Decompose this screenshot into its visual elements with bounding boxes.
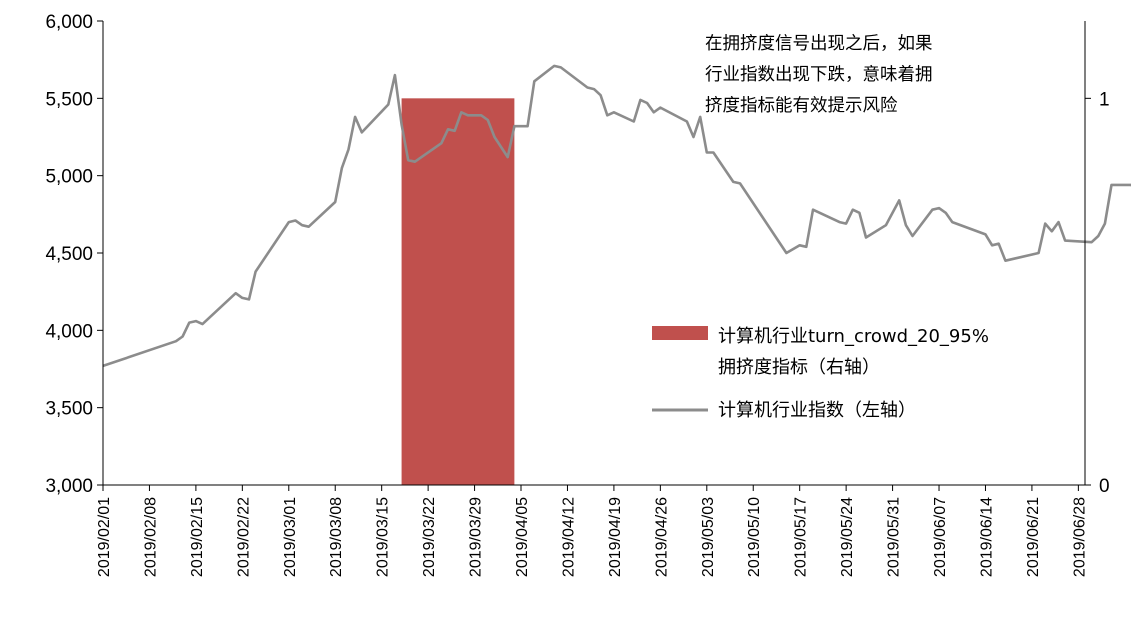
left-tick-label: 4,000 <box>45 321 93 342</box>
x-tick-label: 2019/02/22 <box>235 497 252 577</box>
legend: 计算机行业turn_crowd_20_95% 拥挤度指标（右轴） 计算机行业指数… <box>652 326 989 421</box>
left-tick-label: 3,000 <box>45 476 93 497</box>
x-tick-label: 2019/04/26 <box>653 497 670 577</box>
annotation-line-1: 在拥挤度信号出现之后，如果 <box>705 34 933 54</box>
x-tick-label: 2019/03/08 <box>328 497 345 577</box>
x-tick-label: 2019/05/24 <box>839 497 856 577</box>
x-tick-label: 2019/05/31 <box>886 497 903 577</box>
x-tick-label: 2019/04/19 <box>607 497 624 577</box>
right-tick-label: 0 <box>1099 476 1110 497</box>
x-tick-label: 2019/05/17 <box>793 497 810 577</box>
legend-bar-label-1: 计算机行业turn_crowd_20_95% <box>718 326 989 347</box>
x-tick-label: 2019/05/10 <box>746 497 763 577</box>
x-tick-label: 2019/03/29 <box>468 497 485 577</box>
bar-series <box>401 98 515 485</box>
line-computer-industry-index <box>102 64 1131 368</box>
x-tick-label: 2019/02/01 <box>96 497 113 577</box>
left-tick-label: 5,000 <box>45 167 93 188</box>
bar-crowding-signal <box>401 98 515 485</box>
x-tick-label: 2019/06/21 <box>1025 497 1042 577</box>
x-tick-label: 2019/05/03 <box>700 497 717 577</box>
legend-bar-label-2: 拥挤度指标（右轴） <box>718 357 880 378</box>
right-tick-label: 1 <box>1099 89 1110 110</box>
line-series <box>102 64 1131 368</box>
x-tick-label: 2019/04/12 <box>561 497 578 577</box>
x-tick-label: 2019/03/15 <box>375 497 392 577</box>
annotation: 在拥挤度信号出现之后，如果 行业指数出现下跌，意味着拥 挤度指标能有效提示风险 <box>705 34 933 116</box>
left-tick-label: 5,500 <box>45 89 93 110</box>
x-tick-label: 2019/04/05 <box>514 497 531 577</box>
x-tick-label: 2019/03/01 <box>282 497 299 577</box>
x-tick-label: 2019/06/14 <box>979 497 996 577</box>
left-tick-label: 4,500 <box>45 244 93 265</box>
legend-bar-swatch <box>652 326 708 340</box>
x-tick-label: 2019/02/08 <box>142 497 159 577</box>
annotation-line-3: 挤度指标能有效提示风险 <box>705 96 898 116</box>
legend-line-label: 计算机行业指数（左轴） <box>718 400 916 421</box>
annotation-line-2: 行业指数出现下跌，意味着拥 <box>705 65 933 85</box>
axes: 3,000 3,500 4,000 4,500 5,000 5,500 6,000 0 1 201… <box>45 12 1109 577</box>
left-tick-label: 3,500 <box>45 399 93 420</box>
x-tick-label: 2019/02/15 <box>189 497 206 577</box>
x-tick-label: 2019/06/07 <box>932 497 949 577</box>
left-tick-label: 6,000 <box>45 12 93 33</box>
x-tick-label: 2019/03/22 <box>421 497 438 577</box>
x-tick-label: 2019/06/28 <box>1071 497 1088 577</box>
